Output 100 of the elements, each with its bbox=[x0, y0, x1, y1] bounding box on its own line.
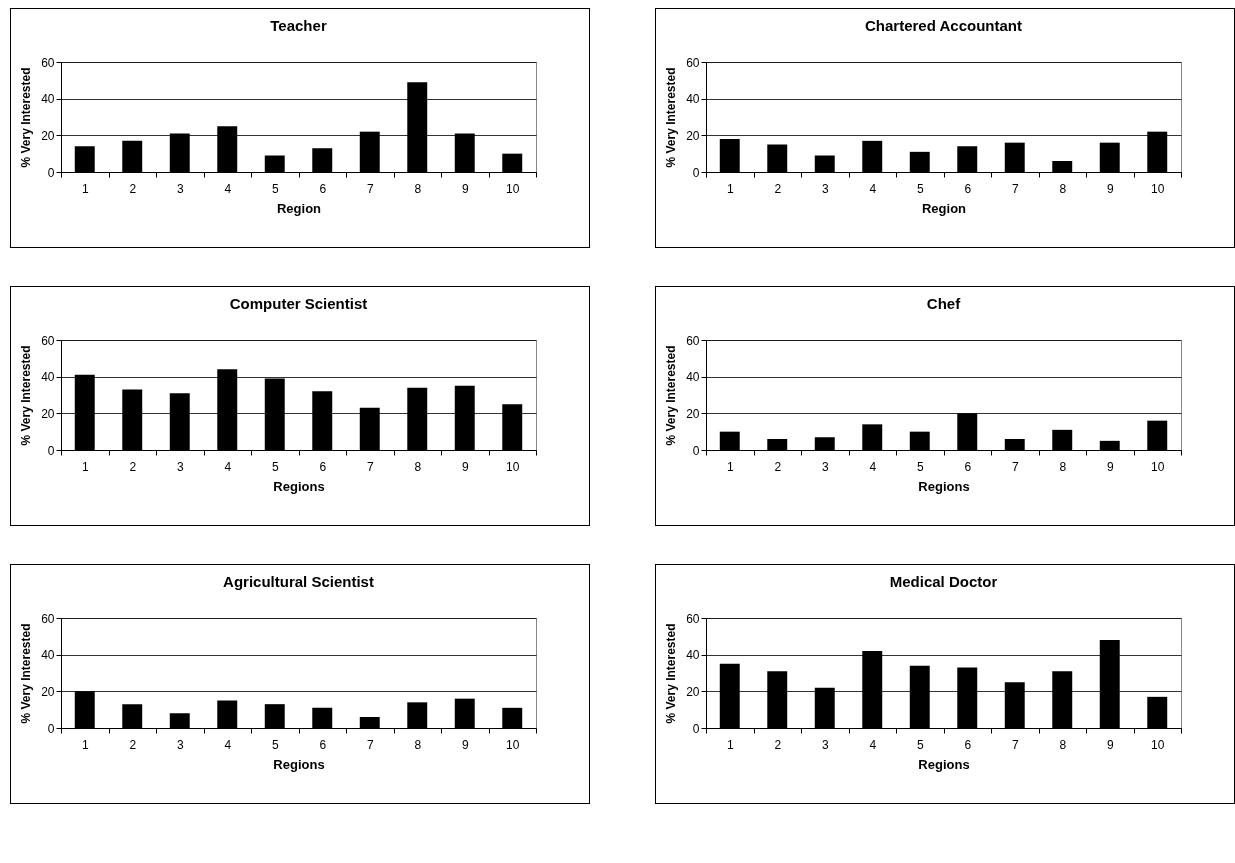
y-axis-title: % Very Interested bbox=[19, 623, 34, 724]
y-tick-label: 20 bbox=[686, 684, 700, 699]
x-axis-title: Regions bbox=[273, 756, 325, 772]
y-tick-label: 20 bbox=[686, 128, 700, 143]
x-tick-label: 3 bbox=[176, 181, 184, 196]
x-tick-label: 6 bbox=[319, 459, 327, 474]
x-tick-label: 9 bbox=[1106, 737, 1114, 752]
x-tick-label: 7 bbox=[1011, 181, 1019, 196]
x-tick-label: 7 bbox=[366, 459, 374, 474]
chart-title: Medical Doctor bbox=[889, 573, 998, 590]
y-axis-title: % Very Interested bbox=[664, 345, 679, 446]
chart-title: Chef bbox=[926, 295, 962, 312]
y-tick-label: 40 bbox=[686, 648, 700, 663]
y-tick-label: 40 bbox=[686, 370, 700, 385]
x-tick-label: 1 bbox=[726, 181, 734, 196]
x-axis-title: Region bbox=[921, 200, 967, 216]
x-tick-label: 8 bbox=[414, 459, 422, 474]
x-tick-label: 3 bbox=[821, 181, 829, 196]
x-tick-label: 2 bbox=[774, 737, 782, 752]
x-tick-label: 1 bbox=[81, 459, 89, 474]
x-tick-label: 3 bbox=[176, 459, 184, 474]
y-tick-label: 40 bbox=[41, 92, 55, 107]
x-tick-label: 7 bbox=[1011, 459, 1019, 474]
x-tick-label: 5 bbox=[271, 181, 279, 196]
x-tick-label: 5 bbox=[916, 737, 924, 752]
y-tick-label: 0 bbox=[47, 443, 55, 458]
x-tick-label: 6 bbox=[964, 181, 972, 196]
y-tick-label: 20 bbox=[41, 128, 55, 143]
x-tick-label: 1 bbox=[726, 737, 734, 752]
x-tick-label: 4 bbox=[869, 737, 877, 752]
y-tick-label: 20 bbox=[41, 684, 55, 699]
chart-title: Teacher bbox=[270, 17, 327, 34]
chart-title: Chartered Accountant bbox=[865, 17, 1022, 34]
x-tick-label: 9 bbox=[461, 181, 469, 196]
x-tick-label: 9 bbox=[1106, 459, 1114, 474]
y-tick-label: 40 bbox=[41, 370, 55, 385]
x-tick-label: 6 bbox=[964, 737, 972, 752]
x-axis-title: Regions bbox=[918, 756, 970, 772]
x-tick-label: 7 bbox=[366, 737, 374, 752]
x-tick-label: 1 bbox=[81, 737, 89, 752]
y-tick-label: 60 bbox=[686, 333, 700, 348]
y-tick-label: 60 bbox=[686, 611, 700, 626]
y-tick-label: 40 bbox=[41, 648, 55, 663]
y-axis-title: % Very Interested bbox=[664, 67, 679, 168]
x-tick-label: 2 bbox=[129, 181, 137, 196]
y-tick-label: 60 bbox=[41, 333, 55, 348]
chart-title: Computer Scientist bbox=[229, 295, 368, 312]
x-tick-label: 5 bbox=[916, 459, 924, 474]
y-tick-label: 40 bbox=[686, 92, 700, 107]
y-tick-label: 0 bbox=[692, 165, 700, 180]
x-tick-label: 5 bbox=[271, 737, 279, 752]
x-tick-label: 1 bbox=[726, 459, 734, 474]
x-tick-label: 2 bbox=[774, 181, 782, 196]
x-tick-label: 10 bbox=[506, 459, 520, 474]
y-tick-label: 60 bbox=[41, 611, 55, 626]
x-tick-label: 7 bbox=[366, 181, 374, 196]
x-tick-label: 4 bbox=[224, 737, 232, 752]
y-tick-label: 0 bbox=[692, 721, 700, 736]
x-tick-label: 3 bbox=[176, 737, 184, 752]
x-tick-label: 3 bbox=[821, 737, 829, 752]
x-axis-title: Regions bbox=[273, 478, 325, 494]
x-tick-label: 4 bbox=[224, 181, 232, 196]
x-tick-label: 1 bbox=[81, 181, 89, 196]
x-tick-label: 10 bbox=[1151, 181, 1165, 196]
x-tick-label: 8 bbox=[1059, 737, 1067, 752]
x-tick-label: 5 bbox=[271, 459, 279, 474]
y-tick-label: 0 bbox=[692, 443, 700, 458]
x-tick-label: 3 bbox=[821, 459, 829, 474]
x-axis-title: Region bbox=[276, 200, 322, 216]
x-tick-label: 10 bbox=[506, 181, 520, 196]
y-tick-label: 0 bbox=[47, 721, 55, 736]
x-axis-title: Regions bbox=[918, 478, 970, 494]
x-tick-label: 2 bbox=[129, 737, 137, 752]
x-tick-label: 5 bbox=[916, 181, 924, 196]
x-tick-label: 4 bbox=[869, 459, 877, 474]
x-tick-label: 8 bbox=[414, 737, 422, 752]
y-tick-label: 20 bbox=[686, 406, 700, 421]
y-axis-title: % Very Interested bbox=[19, 345, 34, 446]
y-axis-title: % Very Interested bbox=[664, 623, 679, 724]
x-tick-label: 4 bbox=[224, 459, 232, 474]
x-tick-label: 10 bbox=[1151, 459, 1165, 474]
x-tick-label: 10 bbox=[506, 737, 520, 752]
x-tick-label: 8 bbox=[1059, 459, 1067, 474]
x-tick-label: 6 bbox=[964, 459, 972, 474]
chart-title: Agricultural Scientist bbox=[223, 573, 374, 590]
y-axis-title: % Very Interested bbox=[19, 67, 34, 168]
x-tick-label: 7 bbox=[1011, 737, 1019, 752]
x-tick-label: 10 bbox=[1151, 737, 1165, 752]
x-tick-label: 8 bbox=[1059, 181, 1067, 196]
x-tick-label: 9 bbox=[461, 737, 469, 752]
x-tick-label: 2 bbox=[129, 459, 137, 474]
y-tick-label: 60 bbox=[686, 55, 700, 70]
x-tick-label: 9 bbox=[461, 459, 469, 474]
x-tick-label: 8 bbox=[414, 181, 422, 196]
x-tick-label: 6 bbox=[319, 181, 327, 196]
x-tick-label: 2 bbox=[774, 459, 782, 474]
x-tick-label: 6 bbox=[319, 737, 327, 752]
y-tick-label: 0 bbox=[47, 165, 55, 180]
y-tick-label: 20 bbox=[41, 406, 55, 421]
y-tick-label: 60 bbox=[41, 55, 55, 70]
